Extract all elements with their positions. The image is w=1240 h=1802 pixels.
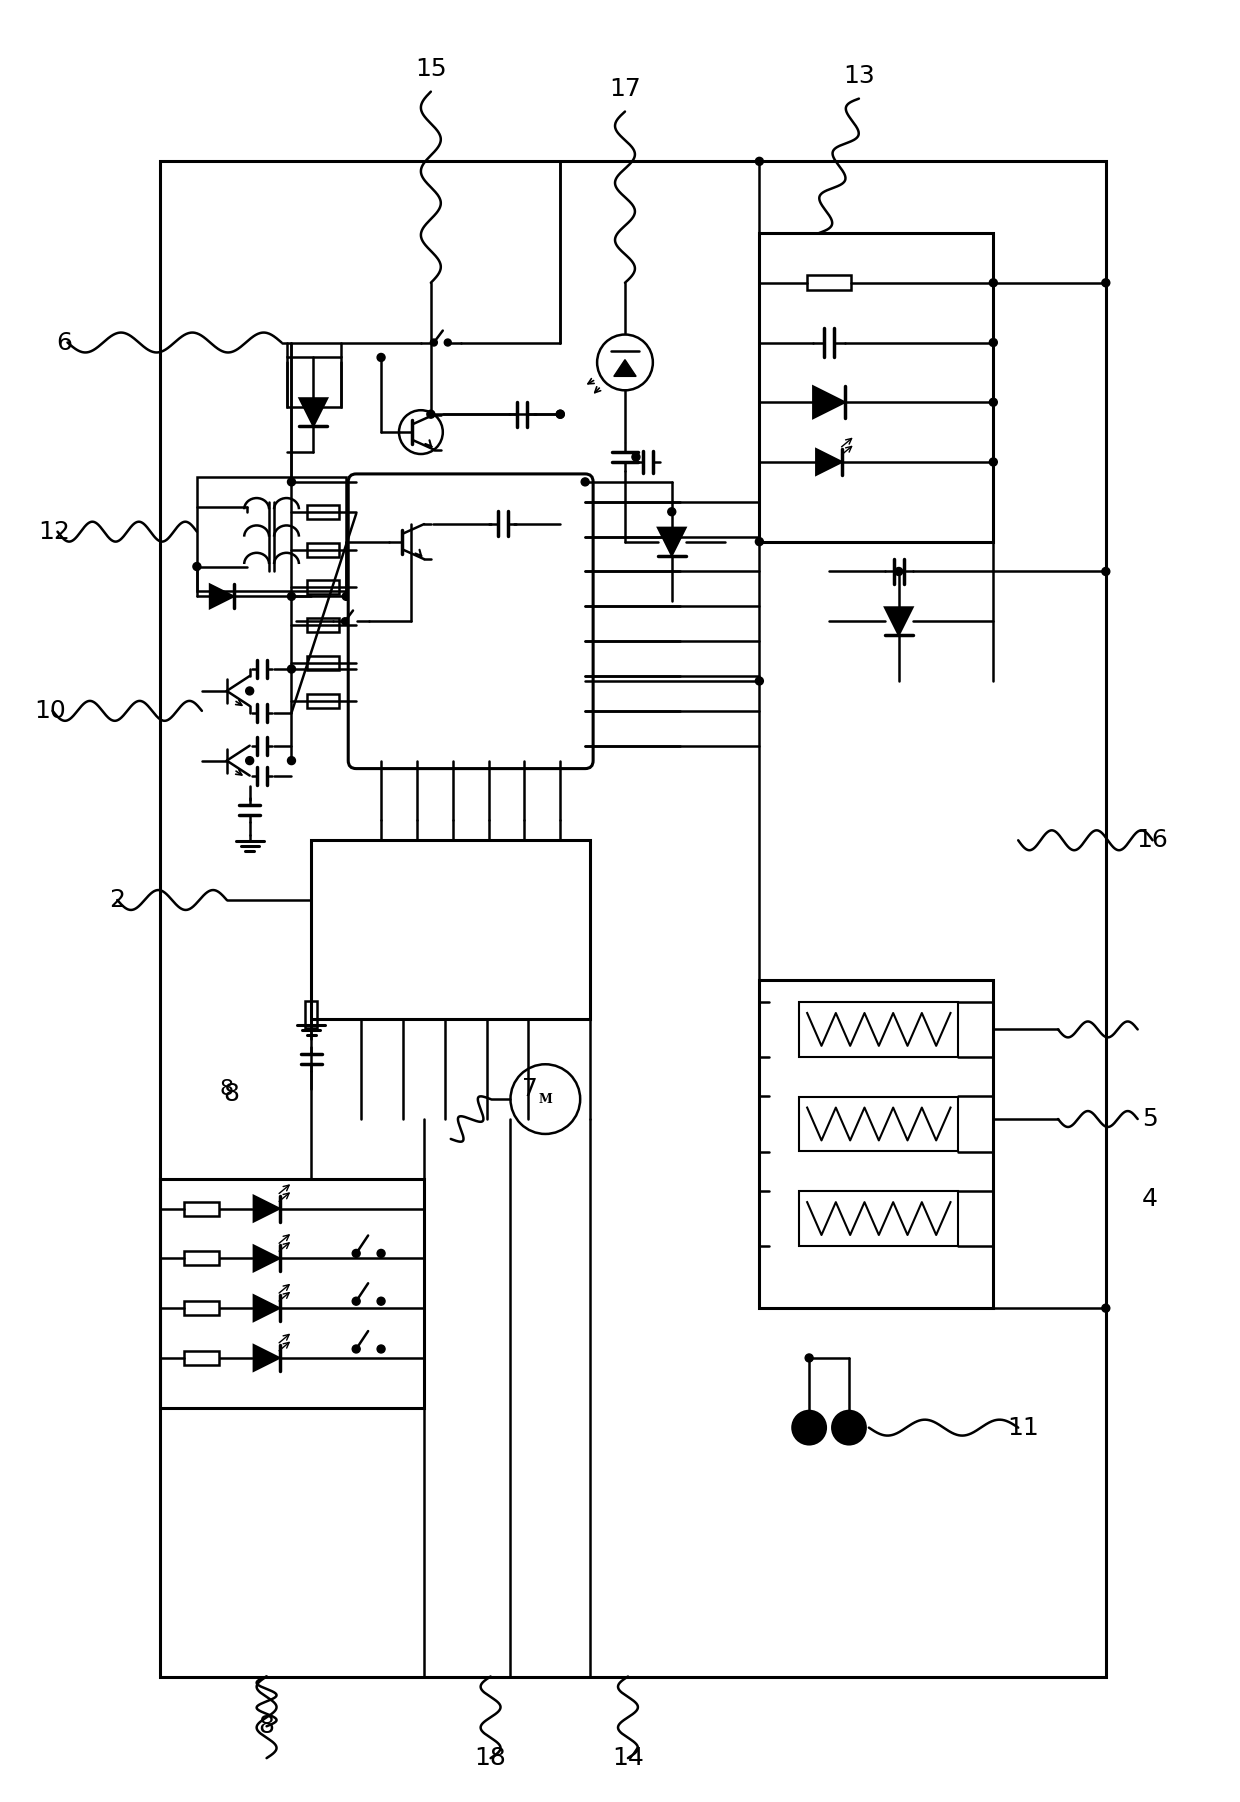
Bar bbox=[308, 656, 340, 670]
Circle shape bbox=[427, 411, 435, 418]
Polygon shape bbox=[885, 607, 913, 634]
Text: 2: 2 bbox=[109, 888, 125, 912]
Text: 8: 8 bbox=[223, 1083, 239, 1106]
Polygon shape bbox=[254, 1296, 279, 1321]
Text: 6: 6 bbox=[57, 330, 72, 355]
Bar bbox=[308, 542, 340, 557]
Bar bbox=[305, 1000, 317, 1029]
Circle shape bbox=[444, 339, 451, 346]
Circle shape bbox=[288, 757, 295, 764]
Polygon shape bbox=[299, 398, 327, 425]
Circle shape bbox=[377, 1297, 386, 1305]
Bar bbox=[197, 478, 346, 591]
Bar bbox=[800, 1002, 959, 1056]
Bar bbox=[800, 1097, 959, 1151]
Circle shape bbox=[288, 665, 295, 672]
Circle shape bbox=[352, 1344, 360, 1353]
Circle shape bbox=[668, 508, 676, 515]
Circle shape bbox=[557, 411, 564, 418]
Bar bbox=[759, 232, 993, 542]
Polygon shape bbox=[658, 528, 686, 555]
FancyBboxPatch shape bbox=[348, 474, 593, 769]
Bar bbox=[311, 840, 590, 1020]
Circle shape bbox=[755, 678, 764, 685]
Text: 12: 12 bbox=[38, 519, 71, 544]
Polygon shape bbox=[254, 1245, 279, 1272]
Circle shape bbox=[511, 1065, 580, 1133]
Bar bbox=[759, 980, 993, 1308]
Circle shape bbox=[377, 1249, 386, 1258]
Text: 8: 8 bbox=[259, 1714, 274, 1739]
Text: 16: 16 bbox=[1137, 829, 1168, 852]
Bar bbox=[160, 162, 1106, 1676]
Circle shape bbox=[352, 1249, 360, 1258]
Circle shape bbox=[389, 519, 433, 564]
Polygon shape bbox=[816, 449, 842, 476]
Circle shape bbox=[557, 519, 564, 528]
Circle shape bbox=[755, 537, 764, 546]
Bar bbox=[185, 1251, 219, 1265]
Circle shape bbox=[1102, 1305, 1110, 1312]
Circle shape bbox=[399, 411, 443, 454]
Circle shape bbox=[805, 1353, 813, 1362]
Circle shape bbox=[990, 458, 997, 467]
Bar bbox=[308, 505, 340, 519]
Circle shape bbox=[990, 339, 997, 346]
Bar bbox=[308, 694, 340, 708]
Circle shape bbox=[341, 618, 348, 625]
Text: 14: 14 bbox=[613, 1746, 644, 1770]
Text: 15: 15 bbox=[415, 56, 446, 81]
Bar bbox=[308, 618, 340, 633]
Bar bbox=[185, 1301, 219, 1315]
Text: 11: 11 bbox=[1007, 1416, 1039, 1440]
Circle shape bbox=[1102, 568, 1110, 575]
Circle shape bbox=[791, 1409, 827, 1445]
Circle shape bbox=[407, 519, 415, 528]
Bar bbox=[800, 1191, 959, 1245]
Circle shape bbox=[353, 618, 361, 625]
Bar bbox=[160, 1179, 424, 1407]
Bar bbox=[185, 1202, 219, 1216]
Polygon shape bbox=[614, 360, 636, 377]
Circle shape bbox=[990, 398, 997, 405]
Circle shape bbox=[288, 593, 295, 600]
Polygon shape bbox=[254, 1344, 279, 1371]
Bar bbox=[185, 1352, 219, 1364]
Circle shape bbox=[342, 593, 350, 600]
Text: 8: 8 bbox=[219, 1079, 234, 1099]
Circle shape bbox=[990, 279, 997, 287]
Text: 5: 5 bbox=[1142, 1106, 1157, 1132]
Circle shape bbox=[377, 1344, 386, 1353]
Bar bbox=[308, 580, 340, 595]
Circle shape bbox=[895, 568, 903, 575]
Bar bbox=[807, 276, 852, 290]
Circle shape bbox=[632, 452, 640, 461]
Circle shape bbox=[598, 335, 652, 391]
Polygon shape bbox=[813, 386, 844, 418]
Circle shape bbox=[831, 1409, 867, 1445]
Polygon shape bbox=[210, 584, 233, 609]
Text: 4: 4 bbox=[1142, 1188, 1158, 1211]
Circle shape bbox=[246, 757, 254, 764]
Circle shape bbox=[246, 687, 254, 696]
Text: 13: 13 bbox=[843, 63, 874, 88]
Circle shape bbox=[582, 478, 589, 487]
Circle shape bbox=[430, 339, 438, 346]
Text: 7: 7 bbox=[522, 1078, 538, 1101]
Circle shape bbox=[288, 478, 295, 487]
Text: M: M bbox=[538, 1092, 552, 1106]
Bar bbox=[286, 357, 341, 407]
Circle shape bbox=[1102, 279, 1110, 287]
Circle shape bbox=[755, 157, 764, 166]
Circle shape bbox=[352, 1297, 360, 1305]
Text: 10: 10 bbox=[35, 699, 67, 723]
Text: 18: 18 bbox=[475, 1746, 506, 1770]
Text: 17: 17 bbox=[609, 77, 641, 101]
Circle shape bbox=[557, 411, 564, 418]
Circle shape bbox=[193, 562, 201, 571]
Polygon shape bbox=[254, 1197, 279, 1222]
Circle shape bbox=[377, 353, 386, 362]
